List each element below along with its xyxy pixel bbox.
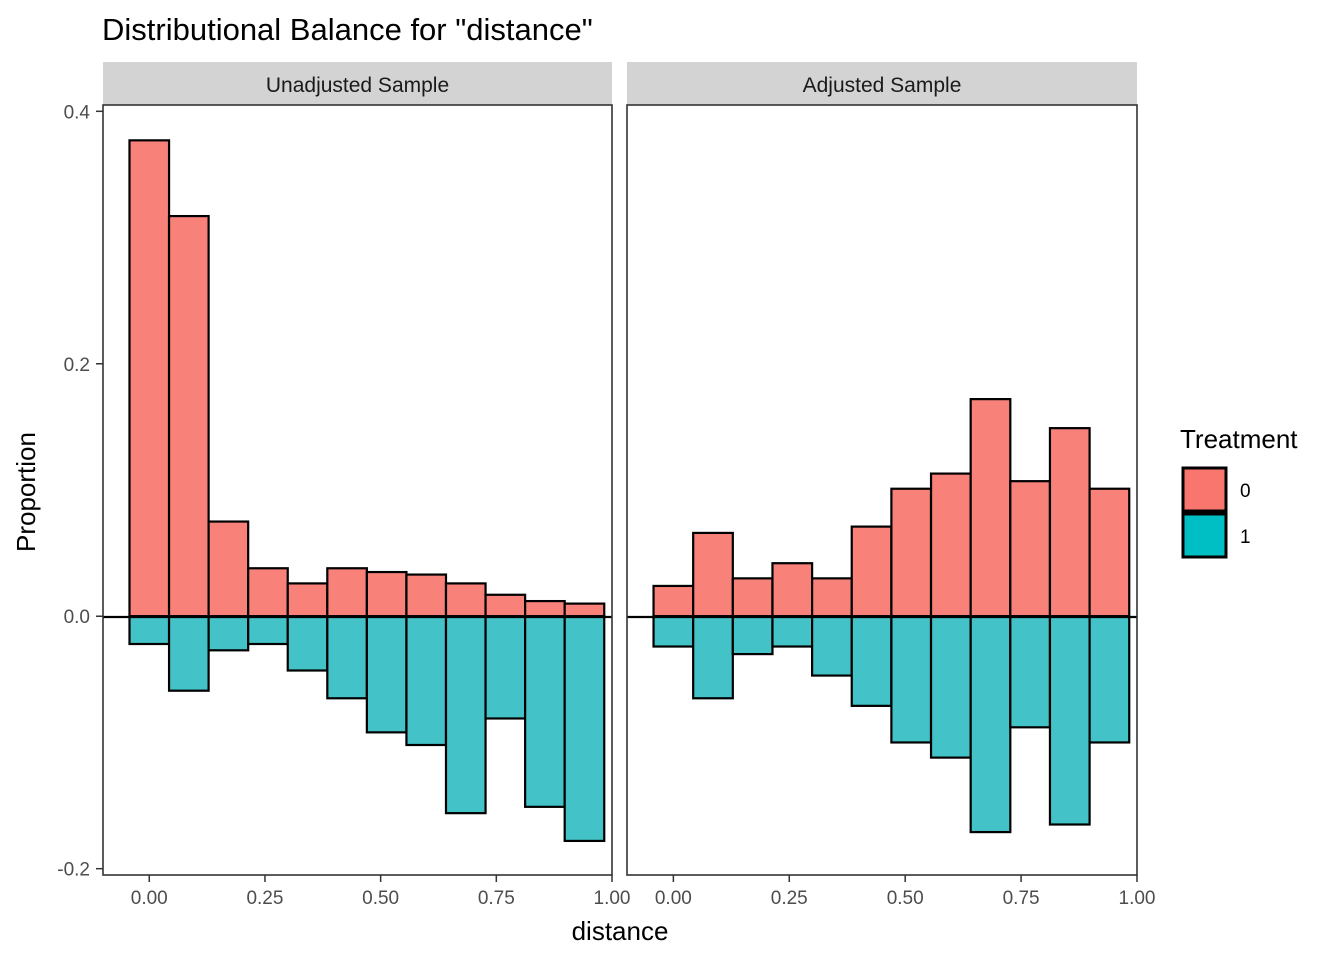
y-tick-label: 0.4: [64, 102, 91, 123]
bar-adjusted-t0-3: [771, 562, 814, 618]
bar-unadjusted-t0-2: [207, 520, 250, 618]
bar-unadjusted-t1-8: [444, 615, 487, 815]
bar-adjusted-t1-1: [692, 615, 734, 700]
bar-unadjusted-t1-2: [207, 615, 250, 652]
legend-key-0: [1181, 466, 1228, 513]
bar-adjusted-t1-8: [969, 615, 1012, 834]
bar-unadjusted-t0-1: [167, 214, 210, 618]
bar-adjusted-t0-7: [929, 472, 972, 618]
bar-unadjusted-t0-0: [128, 139, 171, 618]
x-axis-adjusted: 0.00 0.25 0.50 0.75 1.00: [655, 875, 1156, 909]
bar-adjusted-t0-4: [811, 577, 853, 618]
bar-unadjusted-t1-3: [247, 615, 289, 646]
y-tick-label: -0.2: [57, 860, 90, 881]
bar-unadjusted-t1-10: [524, 615, 566, 808]
bar-adjusted-t0-9: [1009, 480, 1052, 618]
legend-key-1: [1181, 512, 1228, 559]
x-tick-label: 0.00: [655, 888, 692, 909]
x-axis-unadjusted: 0.00 0.25 0.50 0.75 1.00: [131, 875, 631, 909]
bar-adjusted-t0-5: [850, 525, 893, 618]
bar-unadjusted-t0-10: [524, 599, 566, 618]
chart-title: Distributional Balance for "distance": [102, 12, 593, 47]
bars-unadjusted: [128, 139, 606, 843]
bar-unadjusted-t1-6: [365, 615, 408, 734]
legend-label-1: 1: [1240, 527, 1251, 548]
panel-adjusted: Adjusted Sample 0.00 0.25 0.50 0.75 1.00: [626, 62, 1156, 909]
panel-border-unadjusted: [102, 104, 613, 876]
bars-adjusted: [652, 398, 1131, 834]
bar-unadjusted-t1-4: [286, 615, 329, 672]
y-tick-label: 0.2: [64, 355, 90, 376]
bar-adjusted-t0-10: [1048, 427, 1091, 618]
bar-unadjusted-t0-3: [247, 567, 289, 618]
x-axis-title: distance: [572, 916, 669, 946]
bar-adjusted-t0-8: [969, 398, 1012, 618]
bar-unadjusted-t0-6: [365, 570, 408, 618]
bar-adjusted-t0-2: [731, 577, 774, 618]
bar-adjusted-t1-11: [1088, 615, 1131, 744]
bar-adjusted-t1-7: [929, 615, 972, 759]
strip-label-adjusted: Adjusted Sample: [803, 74, 962, 97]
bar-unadjusted-t0-9: [484, 593, 527, 618]
bar-unadjusted-t1-1: [167, 615, 210, 692]
strip-label-unadjusted: Unadjusted Sample: [266, 74, 449, 97]
x-tick-label: 0.75: [1003, 888, 1040, 909]
y-tick-label: 0.0: [64, 607, 90, 628]
strip-adjusted: [627, 62, 1137, 105]
bar-adjusted-t1-10: [1048, 615, 1091, 826]
bar-adjusted-t1-4: [811, 615, 853, 677]
bar-adjusted-t1-3: [771, 615, 814, 648]
bar-unadjusted-t0-5: [326, 567, 368, 618]
bar-unadjusted-t1-11: [563, 615, 606, 843]
bar-adjusted-t1-2: [731, 615, 774, 656]
bar-unadjusted-t0-7: [405, 573, 448, 618]
bar-unadjusted-t0-11: [563, 602, 606, 618]
bar-adjusted-t0-0: [652, 584, 695, 618]
y-axis-title: Proportion: [11, 432, 41, 552]
legend: Treatment 0 1: [1180, 424, 1298, 559]
y-axis: -0.2 0.0 0.2 0.4: [57, 102, 103, 881]
bar-unadjusted-t1-9: [484, 615, 527, 720]
bar-unadjusted-t1-5: [326, 615, 368, 700]
x-tick-label: 1.00: [594, 888, 631, 909]
x-tick-label: 0.00: [131, 888, 168, 909]
bar-adjusted-t1-5: [850, 615, 893, 707]
x-tick-label: 1.00: [1119, 888, 1156, 909]
legend-title: Treatment: [1180, 424, 1298, 454]
bar-unadjusted-t1-7: [405, 615, 448, 747]
x-tick-label: 0.50: [362, 888, 399, 909]
bar-unadjusted-t1-0: [128, 615, 171, 646]
x-tick-label: 0.75: [478, 888, 515, 909]
panel-border-adjusted: [626, 104, 1138, 876]
bar-adjusted-t0-6: [890, 487, 933, 618]
bar-adjusted-t1-0: [652, 615, 695, 648]
strip-unadjusted: [103, 62, 612, 105]
legend-label-0: 0: [1240, 481, 1251, 502]
bar-unadjusted-t0-8: [444, 582, 487, 618]
x-tick-label: 0.50: [887, 888, 924, 909]
x-tick-label: 0.25: [771, 888, 808, 909]
bar-adjusted-t1-9: [1009, 615, 1052, 729]
bar-adjusted-t0-1: [692, 531, 734, 618]
panel-unadjusted: Unadjusted Sample 0.00 0.25 0.50 0.75 1.00: [102, 62, 631, 909]
bar-adjusted-t1-6: [890, 615, 933, 744]
x-tick-label: 0.25: [246, 888, 283, 909]
bar-adjusted-t0-11: [1088, 487, 1131, 618]
bar-unadjusted-t0-4: [286, 582, 329, 618]
